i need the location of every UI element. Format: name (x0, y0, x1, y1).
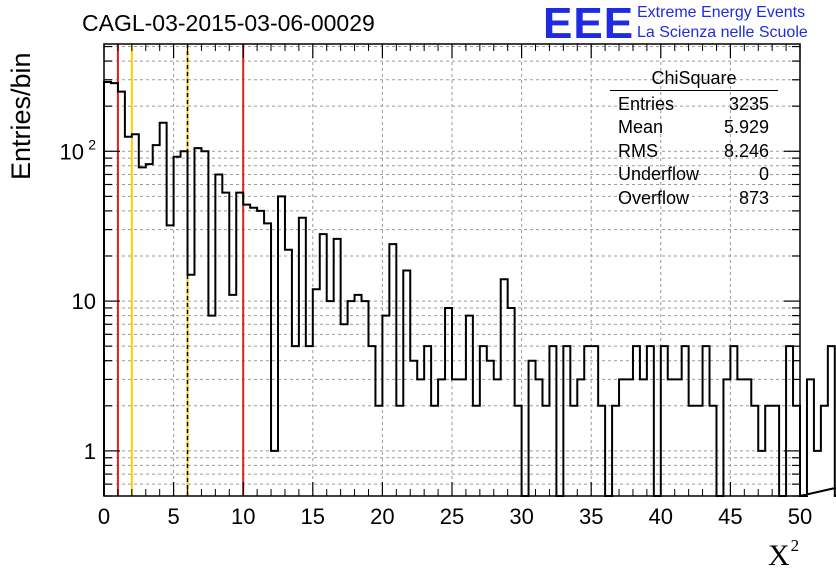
y-tick-label: 1 (84, 439, 96, 464)
y-axis-label: Entries/bin (6, 52, 36, 180)
stats-row-overflow: Overflow 873 (610, 187, 777, 210)
y-tick-label: 10 (72, 289, 96, 314)
stats-value: 0 (758, 164, 769, 185)
stats-label: Mean (618, 117, 664, 138)
x-tick-label: 5 (167, 504, 179, 529)
x-tick-label: 40 (649, 504, 673, 529)
stats-row-rms: RMS 8.246 (610, 140, 777, 163)
stats-value: 8.246 (723, 140, 769, 161)
x-tick-label: 15 (301, 504, 325, 529)
stats-label: Underflow (618, 164, 700, 185)
chart-title: CAGL-03-2015-03-06-00029 (82, 10, 375, 36)
x-axis-label-base: X (768, 539, 790, 572)
histogram-outline (103, 80, 836, 497)
stats-title: ChiSquare (610, 66, 778, 91)
x-axis-label-sup: 2 (790, 536, 800, 555)
y-tick-label: 10 (60, 139, 84, 164)
stats-label: Entries (618, 94, 675, 114)
stats-row-underflow: Underflow 0 (610, 163, 777, 186)
x-axis-label: X2 (768, 536, 799, 573)
axis-ticks (103, 44, 801, 497)
x-tick-label: 30 (509, 504, 533, 529)
y-tick-label-superscript: 2 (88, 136, 96, 152)
logo-line-2: La Scienza nelle Scuole (637, 24, 808, 41)
x-tick-label: 25 (440, 504, 464, 529)
stats-box: ChiSquare Entries 3235 Mean 5.929 RMS 8.246… (610, 66, 778, 210)
reference-lines (116, 44, 245, 496)
stats-label: Overflow (618, 187, 690, 208)
x-tick-label: 35 (579, 504, 603, 529)
stats-value: 873 (738, 187, 769, 208)
x-tick-label: 50 (788, 504, 812, 529)
x-tick-label: 0 (98, 504, 110, 529)
stats-label: RMS (618, 140, 658, 161)
x-tick-label: 10 (231, 504, 255, 529)
x-tick-label: 45 (718, 504, 742, 529)
stats-row-mean: Mean 5.929 (610, 116, 777, 139)
stats-value: 5.929 (723, 117, 769, 138)
logo-line-1: Extreme Energy Events (637, 4, 806, 21)
stats-value: 3235 (728, 94, 769, 114)
eee-logo-mark: EEE (543, 0, 635, 48)
x-tick-label: 20 (370, 504, 394, 529)
stats-row-entries: Entries 3235 (610, 93, 777, 116)
